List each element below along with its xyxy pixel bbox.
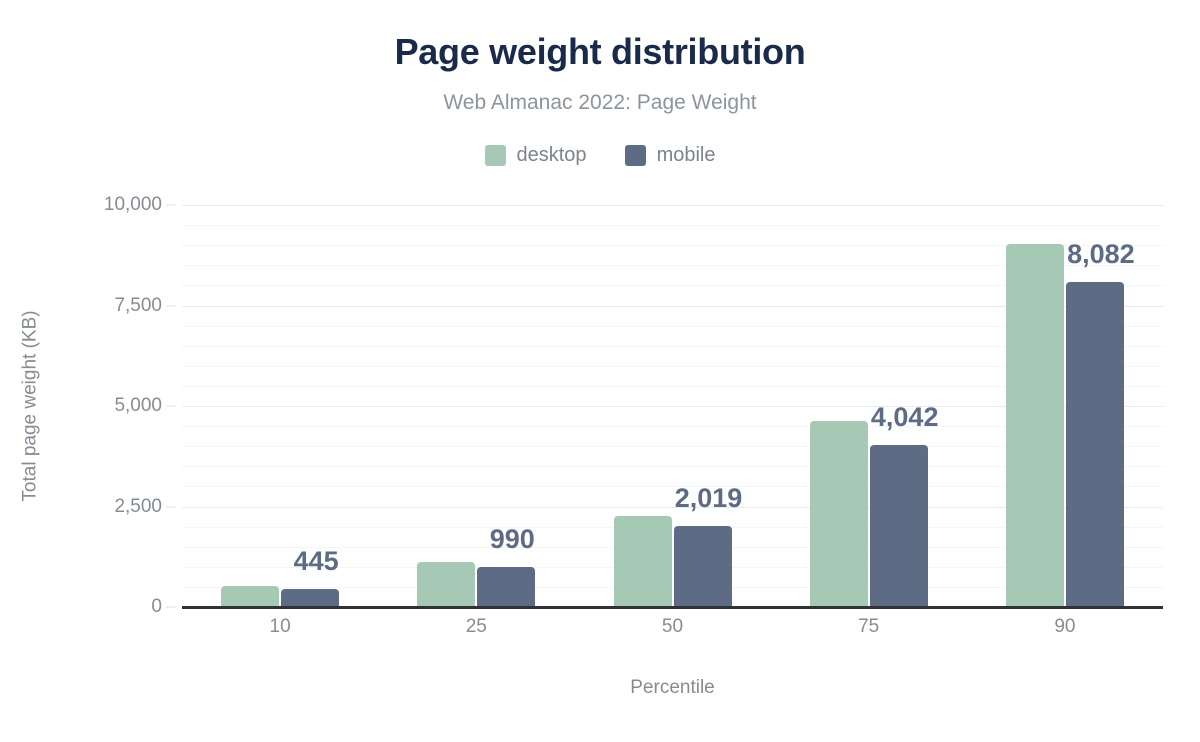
y-axis-tick-label: 10,000 (103, 194, 162, 215)
y-axis-tick-label: 0 (151, 596, 162, 617)
gridline-minor (182, 285, 1163, 287)
y-axis-tick-mark (166, 506, 176, 507)
chart-subtitle: Web Almanac 2022: Page Weight (443, 91, 757, 114)
legend-swatch-mobile (624, 144, 646, 166)
y-axis-tick-mark (166, 204, 176, 206)
x-axis-line (182, 606, 1163, 609)
gridline-minor (182, 526, 1163, 528)
legend-label-mobile: mobile (656, 144, 716, 166)
gridline-minor (182, 345, 1163, 347)
gridline-minor (182, 486, 1163, 488)
legend-swatch-desktop (484, 144, 506, 166)
y-axis-tick-mark (166, 405, 176, 407)
bar-desktop-50[interactable] (613, 515, 672, 607)
gridline-major (182, 506, 1163, 508)
data-label-50: 2,019 (674, 482, 743, 513)
y-axis-tick-label: 7,500 (114, 294, 162, 316)
gridlines (182, 205, 1163, 608)
y-axis-tick-label: 2,500 (114, 495, 162, 517)
bar-desktop-90[interactable] (1005, 244, 1064, 607)
plot-area: 445 990 2,019 4,042 8,082 (182, 205, 1163, 608)
legend-label-desktop: desktop (516, 144, 587, 166)
y-axis-tick-mark (166, 606, 176, 608)
gridline-minor (182, 566, 1163, 568)
x-axis-tick-label: 10 (269, 616, 291, 637)
data-label-75: 4,042 (870, 401, 939, 432)
bar-mobile-75[interactable] (869, 444, 928, 607)
legend-item-mobile[interactable]: mobile (624, 143, 716, 167)
y-axis-tick-label: 5,000 (114, 395, 162, 416)
chart-title: Page weight distribution (394, 31, 806, 72)
bar-desktop-25[interactable] (417, 561, 476, 607)
gridline-minor (182, 586, 1163, 588)
data-label-25: 990 (489, 524, 535, 555)
y-axis-tick-mark (166, 305, 176, 306)
x-axis-title: Percentile (630, 677, 715, 698)
bar-mobile-25[interactable] (477, 567, 536, 607)
gridline-major (182, 406, 1163, 407)
bar-mobile-90[interactable] (1065, 282, 1124, 607)
data-label-90: 8,082 (1067, 239, 1135, 270)
bar-desktop-75[interactable] (809, 420, 868, 607)
y-axis-ticks: 0 2,500 5,000 7,500 10,000 (0, 194, 176, 617)
gridline-minor (182, 265, 1163, 267)
gridline-major (182, 305, 1163, 307)
bar-mobile-10[interactable] (281, 589, 340, 607)
data-label-10: 445 (293, 546, 339, 577)
bar-desktop-10[interactable] (221, 586, 280, 607)
gridline-minor (182, 546, 1163, 548)
gridline-minor (182, 365, 1163, 367)
gridline-minor (182, 426, 1163, 428)
gridline-minor (182, 225, 1163, 227)
gridline-minor (182, 466, 1163, 468)
gridline-minor (182, 446, 1163, 448)
gridline-minor (182, 325, 1163, 327)
gridline-minor (182, 385, 1163, 387)
x-axis-tick-label: 90 (1054, 616, 1076, 637)
gridline-major (182, 205, 1163, 206)
gridline-minor (182, 245, 1163, 247)
x-axis-ticks: 10 25 50 75 90 (182, 614, 1163, 648)
x-axis-tick-label: 50 (661, 616, 684, 637)
legend-item-desktop[interactable]: desktop (484, 143, 587, 167)
x-axis-tick-label: 75 (858, 616, 880, 637)
x-axis-tick-label: 25 (465, 616, 487, 637)
bar-mobile-50[interactable] (673, 525, 732, 607)
chart-legend: desktop mobile (0, 143, 1200, 167)
